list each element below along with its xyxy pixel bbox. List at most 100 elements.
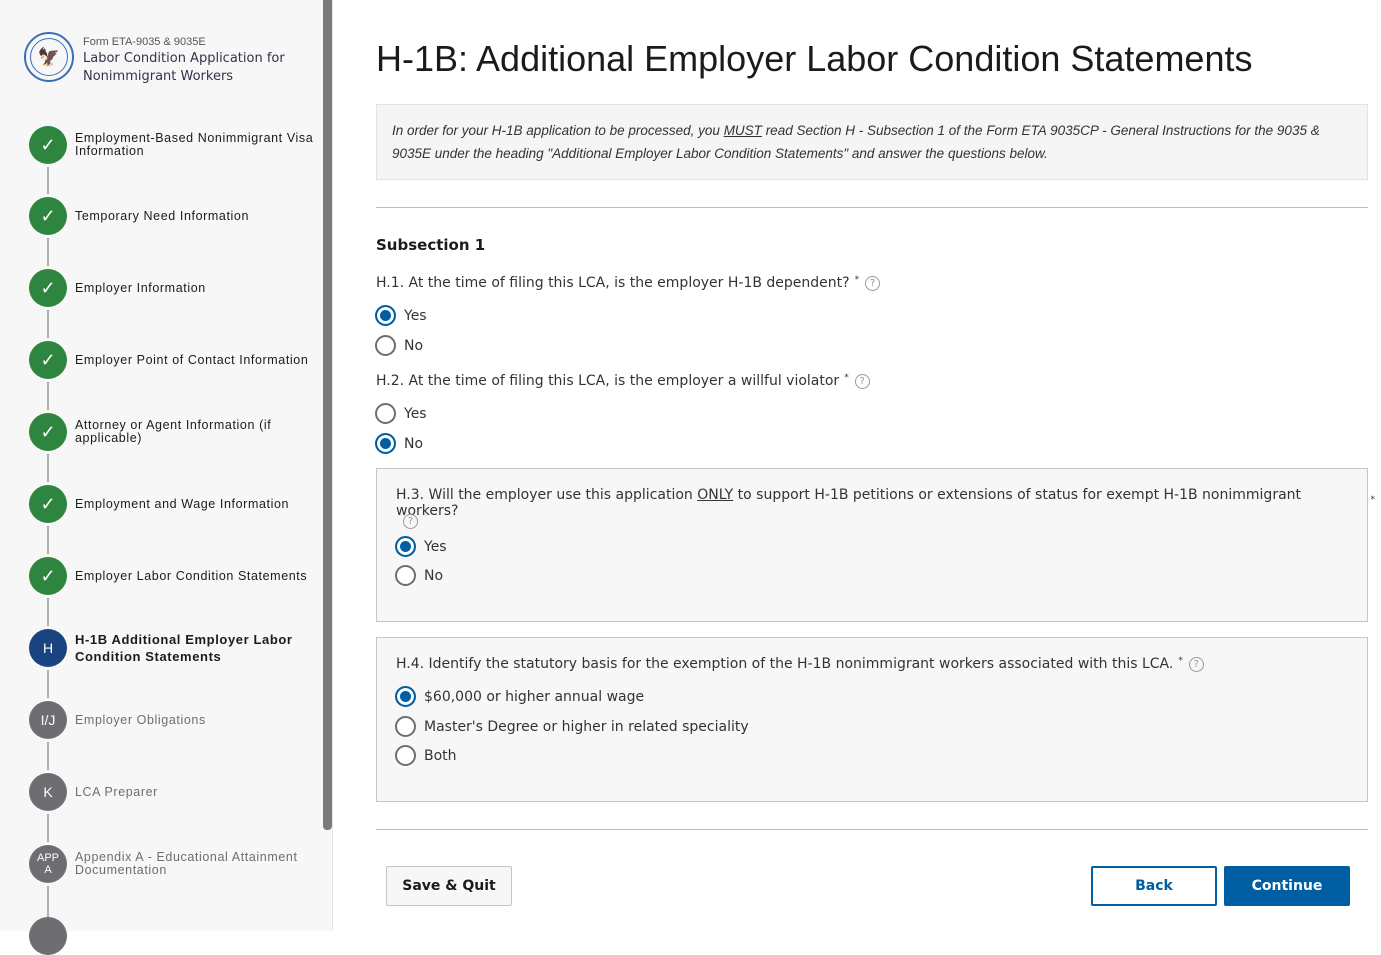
step-badge-text: H	[42, 640, 54, 656]
step-badge-text: APP A	[36, 852, 59, 876]
question-text: H.2. At the time of filing this LCA, is …	[376, 373, 840, 389]
step-connector	[47, 310, 49, 338]
radio-button[interactable]	[375, 433, 396, 454]
radio-option[interactable]: Yes	[375, 403, 427, 424]
step-badge: H	[29, 629, 67, 667]
radio-option[interactable]: Master's Degree or higher in related spe…	[395, 716, 749, 737]
check-icon: ✓	[40, 206, 56, 226]
radio-button[interactable]	[395, 686, 416, 707]
check-icon: ✓	[40, 494, 56, 514]
required-marker: *	[854, 275, 860, 285]
help-icon[interactable]: ?	[854, 373, 870, 389]
step-connector	[47, 238, 49, 266]
sidebar-step[interactable]: ✓ Temporary Need Information	[29, 197, 319, 235]
step-connector	[47, 454, 49, 482]
question-label: H.3. Will the employer use this applicat…	[396, 487, 1381, 519]
step-label: Employer Information	[75, 280, 206, 295]
radio-label: Yes	[404, 405, 427, 422]
question-label: H.4. Identify the statutory basis for th…	[396, 656, 1204, 672]
step-connector	[47, 526, 49, 554]
step-label: Employer Point of Contact Information	[75, 352, 309, 367]
step-connector	[47, 886, 49, 928]
step-label: LCA Preparer	[75, 784, 158, 799]
step-connector	[47, 670, 49, 698]
radio-button[interactable]	[375, 305, 396, 326]
continue-button[interactable]: Continue	[1224, 866, 1350, 906]
info-text: In order for your H-1B application to be…	[392, 123, 724, 138]
sidebar-step[interactable]: ✓ Employer Labor Condition Statements	[29, 557, 319, 595]
step-badge-text: I/J	[40, 712, 56, 728]
radio-label: Yes	[424, 538, 447, 555]
radio-button[interactable]	[395, 536, 416, 557]
step-badge: ✓	[29, 485, 67, 523]
question-label: H.2. At the time of filing this LCA, is …	[376, 373, 870, 389]
radio-button[interactable]	[395, 745, 416, 766]
step-label: Attorney or Agent Information (if applic…	[75, 418, 272, 445]
radio-button[interactable]	[375, 335, 396, 356]
radio-option[interactable]: No	[375, 335, 423, 356]
step-badge-text: K	[43, 784, 53, 800]
step-label: Appendix A - Educational Attainment Docu…	[75, 850, 298, 877]
check-icon: ✓	[40, 278, 56, 298]
divider	[376, 207, 1368, 208]
required-marker: *	[844, 373, 849, 383]
radio-button[interactable]	[395, 716, 416, 737]
required-marker: *	[1178, 656, 1183, 666]
step-label: Employer Obligations	[75, 712, 206, 727]
instructions-box: In order for your H-1B application to be…	[376, 104, 1368, 180]
radio-button[interactable]	[395, 565, 416, 586]
radio-option[interactable]: No	[375, 433, 423, 454]
radio-option[interactable]: Yes	[395, 536, 447, 557]
sidebar-step[interactable]: H H-1B Additional Employer Labor Conditio…	[29, 629, 319, 667]
radio-label: No	[404, 435, 424, 452]
step-label: Employment and Wage Information	[75, 496, 290, 511]
info-text: read Section H - Subsection 1 of the For…	[392, 123, 1320, 161]
help-icon[interactable]: ?	[865, 275, 881, 291]
sidebar-step[interactable]: ✓ Employment-Based Nonimmigrant Visa Info…	[29, 126, 319, 164]
radio-label: No	[424, 567, 444, 584]
question-h3-box	[376, 468, 1368, 622]
back-button[interactable]: Back	[1091, 866, 1217, 906]
sidebar-step[interactable]: I/J Employer Obligations	[29, 701, 319, 739]
step-badge: ✓	[29, 557, 67, 595]
dol-seal-logo: 🦅	[24, 32, 74, 82]
help-icon[interactable]: ?	[403, 514, 418, 529]
radio-option[interactable]: No	[395, 565, 443, 586]
sidebar-step[interactable]: K LCA Preparer	[29, 773, 319, 811]
help-wrap: ?	[403, 509, 418, 529]
step-label: H-1B Additional Employer Labor Condition…	[75, 632, 293, 664]
radio-label: Both	[424, 747, 457, 764]
step-badge: K	[29, 773, 67, 811]
radio-option[interactable]: Yes	[375, 305, 427, 326]
radio-label: Master's Degree or higher in related spe…	[424, 718, 749, 735]
page-title: H-1B: Additional Employer Labor Conditio…	[376, 38, 1253, 79]
question-text-part: H.3. Will the employer use this applicat…	[396, 487, 698, 503]
step-connector	[47, 742, 49, 770]
sidebar-step[interactable]: ✓ Employer Point of Contact Information	[29, 341, 319, 379]
step-badge: APP A	[29, 845, 67, 883]
save-quit-button[interactable]: Save & Quit	[386, 866, 512, 906]
sidebar-step[interactable]: ✓ Attorney or Agent Information (if appli…	[29, 413, 319, 451]
radio-label: Yes	[404, 307, 427, 324]
help-icon[interactable]: ?	[1188, 656, 1204, 672]
step-badge: ✓	[29, 269, 67, 307]
radio-button[interactable]	[375, 403, 396, 424]
sidebar-step[interactable]: APP A Appendix A - Educational Attainment…	[29, 845, 319, 883]
sidebar-step[interactable]: ✓ Employment and Wage Information	[29, 485, 319, 523]
radio-option[interactable]: Both	[395, 745, 457, 766]
step-label: Temporary Need Information	[75, 208, 250, 223]
divider	[376, 829, 1368, 830]
question-text: H.3. Will the employer use this applicat…	[396, 487, 1366, 519]
check-icon: ✓	[40, 350, 56, 370]
step-badge	[29, 917, 67, 955]
sidebar-scrollbar[interactable]	[323, 0, 332, 830]
sidebar-step[interactable]: ✓ Employer Information	[29, 269, 319, 307]
step-badge: ✓	[29, 197, 67, 235]
step-connector	[47, 382, 49, 410]
step-badge: I/J	[29, 701, 67, 739]
step-label: Employment-Based Nonimmigrant Visa Infor…	[75, 131, 314, 158]
radio-option[interactable]: $60,000 or higher annual wage	[395, 686, 644, 707]
step-connector	[47, 814, 49, 842]
radio-label: $60,000 or higher annual wage	[424, 688, 645, 705]
step-label: Employer Labor Condition Statements	[75, 568, 308, 583]
